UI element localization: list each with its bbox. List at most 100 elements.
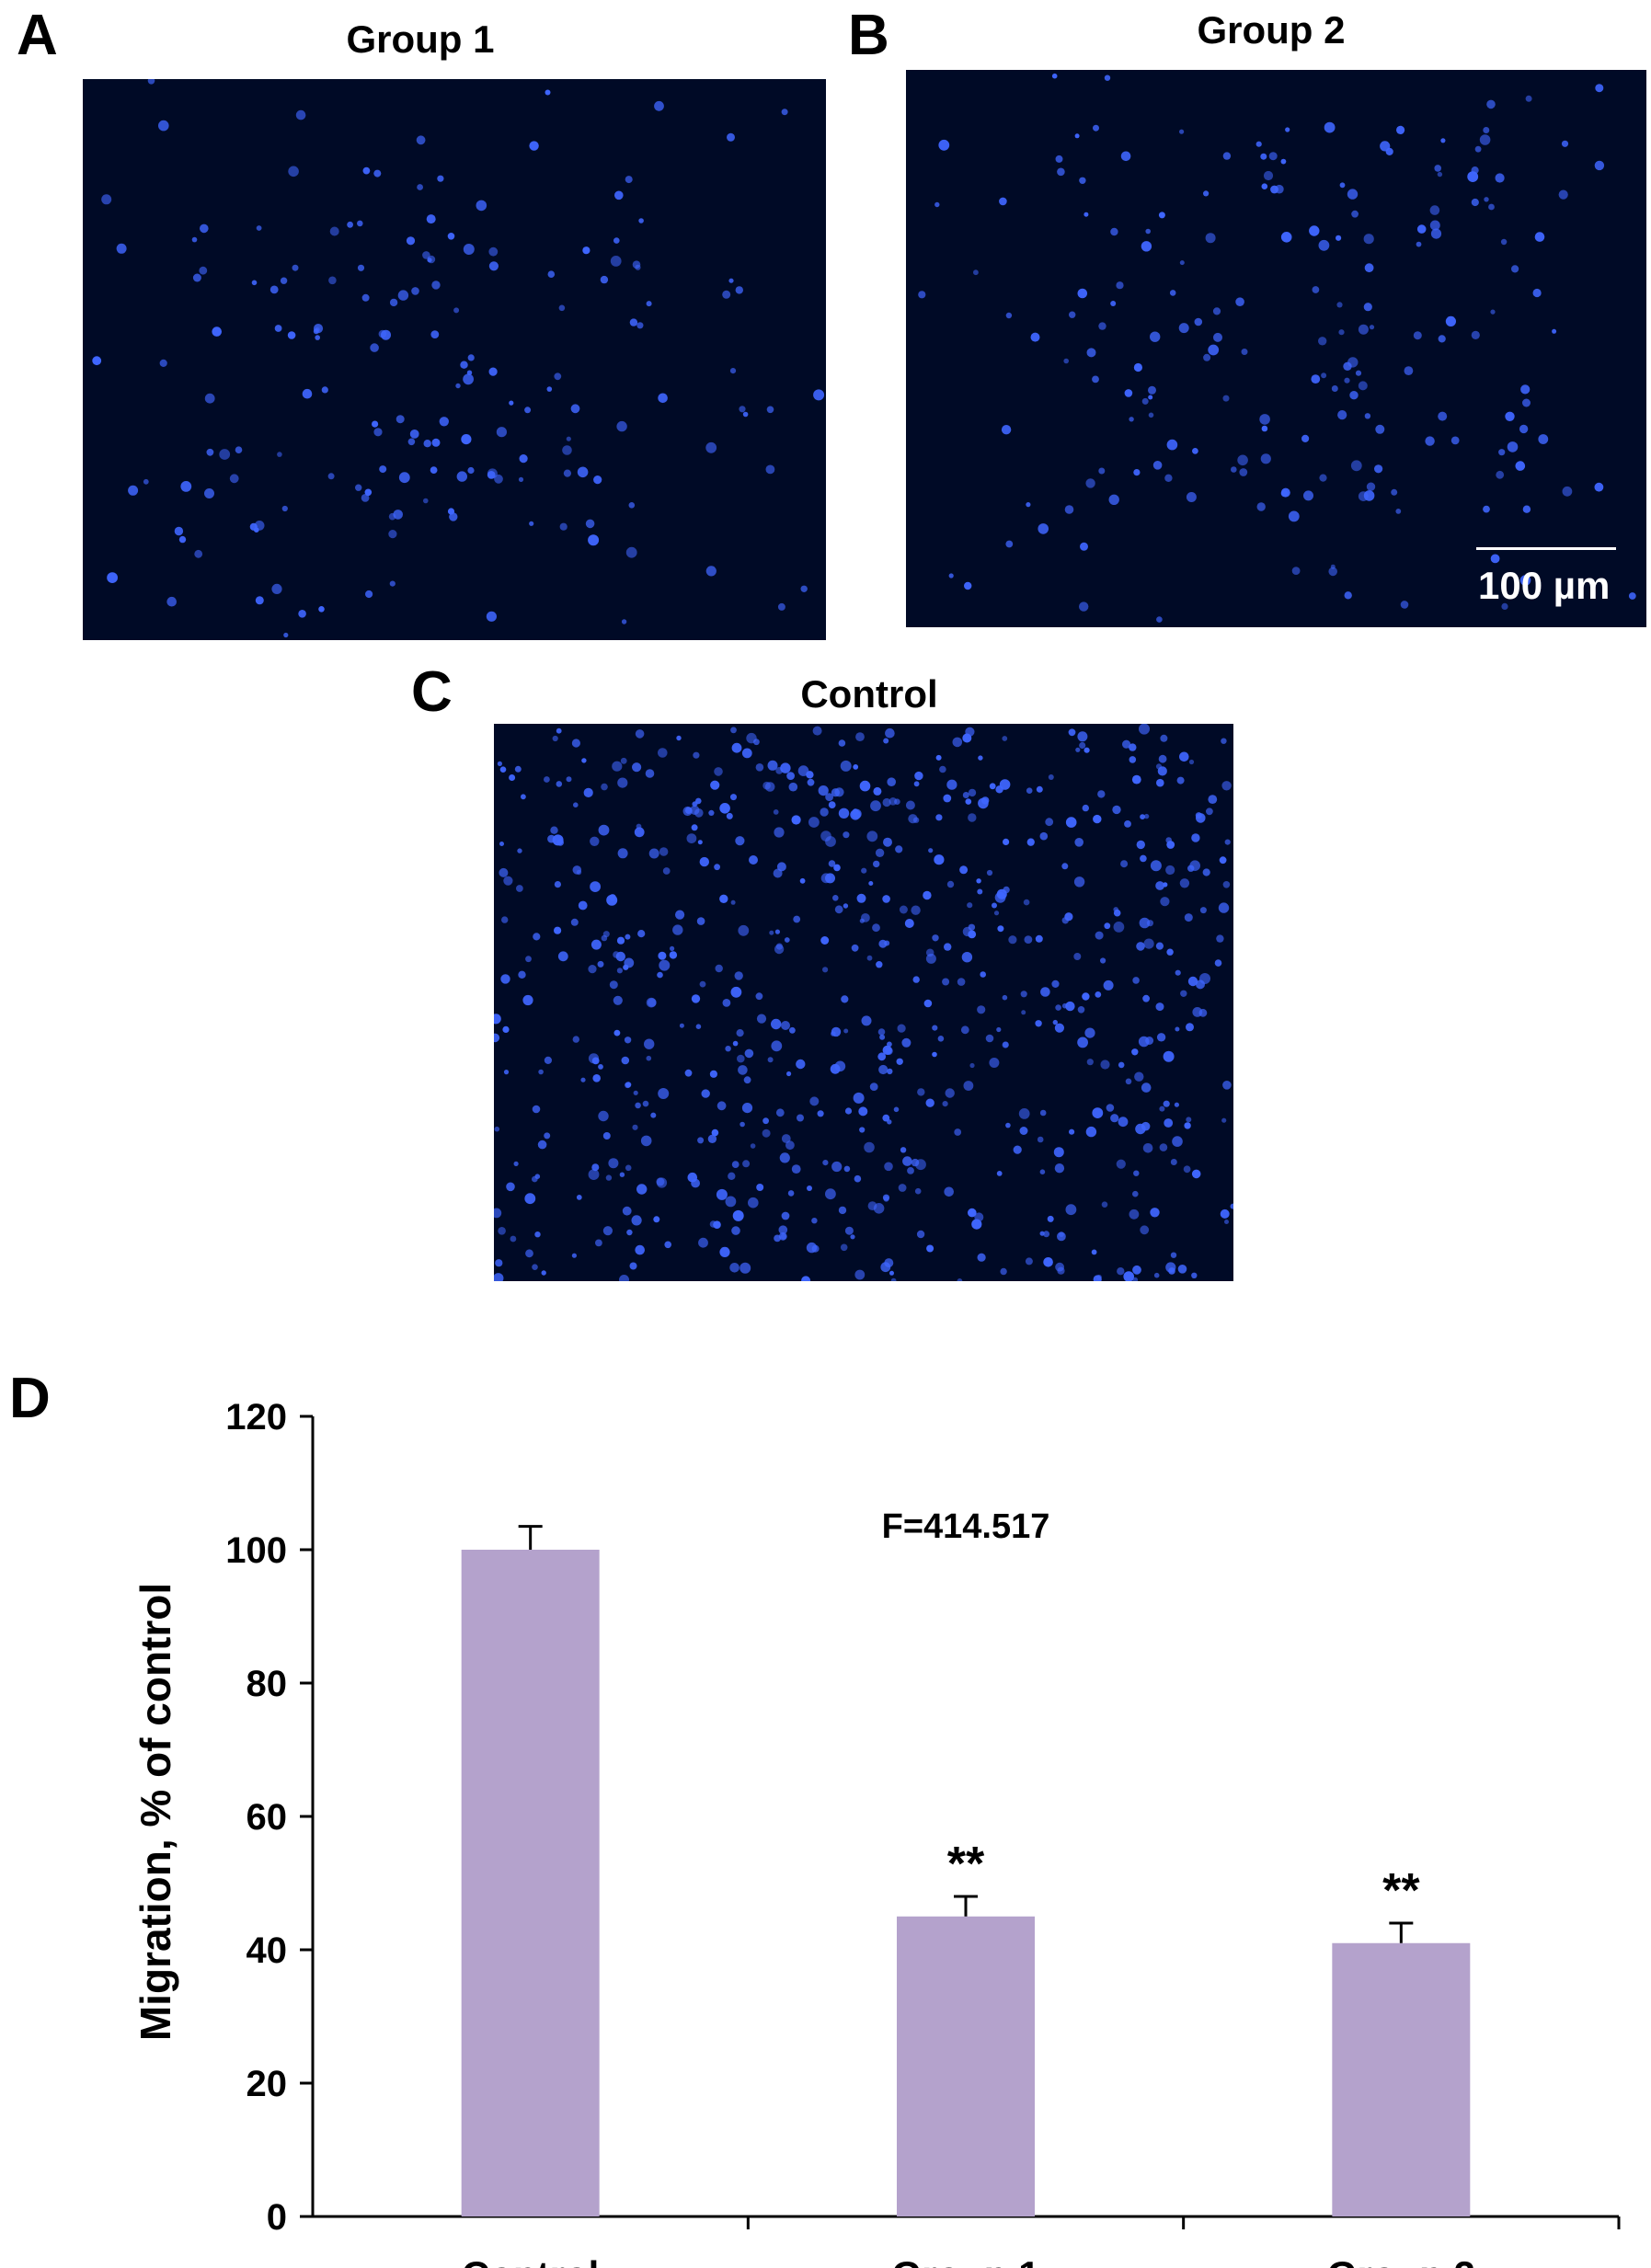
nucleus-dot [547,834,556,843]
nucleus-dot [946,880,955,888]
nucleus-dot [467,354,475,361]
nucleus-dot [255,596,264,605]
nucleus-dot [499,766,507,773]
nucleus-dot [1141,397,1149,405]
nucleus-dot [945,1088,955,1098]
nucleus-dot [1156,1033,1166,1042]
nucleus-dot [806,771,814,779]
nucleus-dot [251,280,258,286]
nucleus-dot [1416,241,1422,247]
nucleus-dot [732,1209,744,1221]
nucleus-dot [695,797,702,805]
nucleus-dot [882,1114,890,1122]
nucleus-dot [887,1068,893,1075]
nucleus-dot [1057,1266,1065,1275]
nucleus-dot [967,902,973,909]
nucleus-dot [1100,1060,1110,1070]
nucleus-dot [832,895,839,901]
nucleus-dot [1097,790,1106,798]
nucleus-dot [1047,1215,1054,1222]
nucleus-dot [1170,1159,1177,1165]
nucleus-dot [467,466,475,475]
nucleus-dot [1150,331,1161,342]
nucleus-dot [212,326,222,337]
nucleus-dot [882,1194,890,1201]
nucleus-dot [658,393,668,404]
nucleus-dot [1117,1267,1125,1276]
nucleus-dot [856,893,866,903]
nucleus-dot [1133,362,1142,372]
nucleus-dot [960,1025,969,1035]
nucleus-dot [554,926,562,934]
nucleus-dot [697,1137,705,1144]
nucleus-dot [1363,234,1374,245]
nucleus-dot [1520,384,1531,395]
nucleus-dot [389,298,398,307]
nucleus-dot [521,794,526,800]
nucleus-dot [406,236,416,246]
nucleus-dot [813,389,825,401]
nucleus-dot [1069,1128,1075,1135]
nucleus-dot [1120,860,1129,868]
nucleus-dot [488,246,499,257]
nucleus-dot [1163,1100,1170,1107]
nucleus-dot [1018,1108,1030,1119]
nucleus-dot [675,910,685,920]
nucleus-dot [430,330,440,338]
nucleus-dot [1180,990,1187,997]
nucleus-dot [1148,395,1153,400]
nucleus-dot [1110,227,1118,236]
nucleus-dot [762,1117,769,1125]
nucleus-dot [1318,337,1327,346]
nucleus-dot [1003,838,1010,845]
nucleus-dot [938,139,950,151]
nucleus-dot [1188,759,1195,765]
nucleus-dot [1628,592,1636,600]
nucleus-dot [1079,177,1086,184]
nucleus-dot [1141,1082,1152,1093]
nucleus-dot [620,757,627,764]
nucleus-dot [775,943,783,950]
nucleus-dot [883,738,889,744]
nucleus-dot [1561,140,1569,147]
nucleus-dot [787,1190,795,1197]
nucleus-dot [755,992,763,1001]
nucleus-dot [1291,567,1301,575]
nucleus-dot [785,1140,795,1151]
nucleus-dot [885,727,895,739]
nucleus-dot [957,978,966,986]
nucleus-dot [976,878,981,884]
nucleus-dot [1169,290,1176,296]
nucleus-dot [1216,934,1224,943]
nucleus-dot [742,1160,751,1168]
nucleus-dot [1355,370,1362,376]
nucleus-dot [1311,374,1321,384]
nucleus-dot [621,1056,630,1065]
nucleus-dot [1515,461,1526,471]
nucleus-dot [361,293,370,302]
nucleus-dot [571,739,580,748]
nucleus-dot [407,438,416,446]
nucleus-dot [853,1092,865,1104]
nucleus-dot [654,100,664,111]
nucleus-dot [365,590,373,599]
nucleus-dot [825,793,833,801]
nucleus-dot [1519,424,1529,434]
nucleus-dot [1331,385,1338,392]
nucleus-dot [812,726,822,736]
nucleus-dot [510,1235,517,1243]
nucleus-dot [1132,1265,1141,1275]
nucleus-dot [461,434,472,445]
nucleus-dot [1035,1020,1042,1027]
nucleus-dot [850,1234,855,1240]
nucleus-dot [833,864,841,872]
nucleus-dot [1484,197,1489,202]
nucleus-dot [952,737,963,748]
nucleus-dot [1364,263,1374,273]
nucleus-dot [158,120,169,132]
nucleus-dot [1026,787,1033,794]
nucleus-dot [566,776,572,783]
nucleus-dot [1471,198,1479,207]
nucleus-dot [192,273,201,282]
nucleus-dot [861,1015,872,1026]
